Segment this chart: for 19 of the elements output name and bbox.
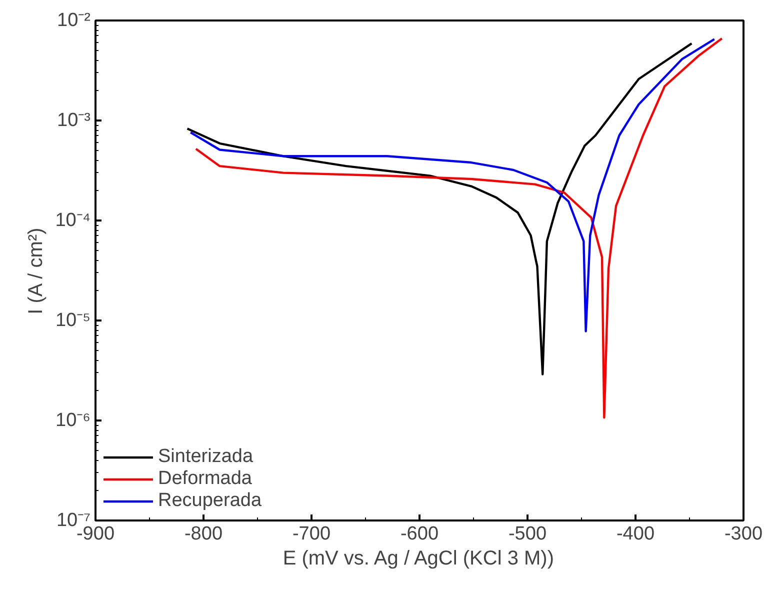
x-tick-label: -300 [724,524,763,544]
legend-label: Recuperada [158,490,262,512]
legend-label: Sinterizada [158,446,254,468]
x-tick-label: -600 [400,524,439,544]
x-tick-label: -800 [184,524,223,544]
y-tick-label: 10⁻² [57,10,91,31]
y-tick-label: 10⁻⁵ [55,310,91,331]
legend-label: Deformada [158,468,252,490]
line-series [194,37,723,419]
y-tick-label: 10⁻⁶ [56,410,91,431]
x-axis-title: E (mV vs. Ag / AgCl (KCl 3 M)) [282,548,554,570]
y-axis-title: I (A / cm²) [25,228,48,314]
x-tick-label: -700 [292,524,331,544]
line-series [186,42,693,376]
x-tick-label: -500 [508,524,547,544]
y-tick-label: 10⁻⁴ [55,210,91,231]
y-tick-label: 10⁻³ [57,110,91,131]
x-tick-label: -400 [616,524,655,544]
line-series [189,38,716,332]
